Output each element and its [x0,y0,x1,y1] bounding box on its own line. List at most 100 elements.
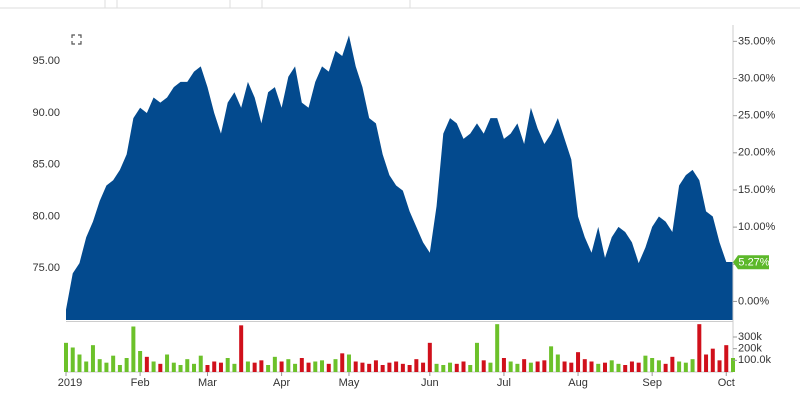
volume-bar [602,362,607,372]
x-tick-label: Apr [273,377,290,389]
volume-bar [596,363,601,372]
volume-bar [373,360,378,372]
volume-bar [650,358,655,372]
volume-bar [293,363,298,372]
y2-tick-label: 0.00% [738,295,769,307]
volume-bar [138,351,143,372]
y2-tick-label: 10.00% [738,221,776,233]
volume-bar [448,362,453,372]
volume-bar [394,361,399,372]
volume-bar [495,324,500,372]
volume-bar [306,362,311,372]
expand-icon[interactable] [71,34,82,45]
volume-bar [333,359,338,372]
y-tick-label: 90.00 [32,107,60,119]
volume-bar [205,365,210,372]
volume-bar [151,361,156,372]
volume-bar [582,359,587,372]
x-tick-label: Feb [131,377,150,389]
volume-bar [239,325,244,372]
volume-bar [441,365,446,372]
volume-bar [656,360,661,372]
volume-bar [124,358,129,372]
volume-bar [616,363,621,372]
volume-bar [522,359,527,372]
volume-bar [400,363,405,372]
volume-bar [313,361,318,372]
x-tick-label: May [339,377,360,389]
volume-bar [508,361,513,372]
volume-bar [670,356,675,372]
volume-bar [609,360,614,372]
y2-tick-label: 20.00% [738,147,776,159]
volume-bar [158,363,163,372]
volume-bar [245,361,250,372]
x-tick-label: Jun [421,377,439,389]
x-tick-label: Jul [497,377,511,389]
volume-bar [185,359,190,372]
volume-bar [468,365,473,372]
volume-bar [171,362,176,372]
y2-tick-label: 30.00% [738,72,776,84]
volume-bar [198,355,203,372]
last-change-label: 5.27% [738,257,769,269]
volume-tick-label: 300k [738,331,762,343]
volume-bar [542,360,547,372]
volume-bar [710,348,715,372]
volume-bar [286,359,291,372]
price-area [66,35,733,320]
volume-bar [259,360,264,372]
volume-bar [535,361,540,372]
tab[interactable] [0,0,106,9]
volume-bar [515,363,520,372]
y-tick-label: 80.00 [32,210,60,222]
volume-bar [252,362,257,372]
volume-bar [218,362,223,372]
x-tick-label: Mar [198,377,217,389]
top-tabs [0,0,800,9]
volume-bar [407,365,412,372]
volume-bar [677,361,682,372]
volume-bar [501,358,506,372]
volume-bar [320,360,325,372]
volume-bar [549,346,554,372]
volume-bar [353,361,358,372]
volume-bar [97,359,102,372]
volume-bar [165,354,170,372]
volume-bar [704,354,709,372]
volume-bar [346,354,351,372]
plot: 75.0080.0085.0090.0095.000.00%5.00%10.00… [32,25,776,389]
volume-bar [427,342,432,372]
volume-bar [555,354,560,372]
volume-bar [643,355,648,372]
volume-bar [623,365,628,372]
volume-bar [326,363,331,372]
volume-bar [90,345,95,372]
volume-bar [636,362,641,372]
volume-bar [576,352,581,372]
volume-bar [569,362,574,372]
tab[interactable] [261,0,411,9]
volume-bar [731,358,735,372]
y-tick-label: 75.00 [32,262,60,274]
volume-bar [340,353,345,372]
volume-bar [488,362,493,372]
volume-tick-label: 200k [738,343,762,355]
tab[interactable] [116,0,231,9]
y-tick-label: 85.00 [32,159,60,171]
volume-bar [212,361,217,372]
y2-tick-label: 25.00% [738,110,776,122]
volume-bar [77,354,82,372]
volume-bar [421,362,426,372]
volume-bar [225,358,230,372]
volume-bar [380,365,385,372]
x-tick-label: Oct [718,377,735,389]
volume-bar [70,347,75,372]
volume-bar [663,363,668,372]
volume-bar [717,360,722,372]
y2-tick-label: 35.00% [738,35,776,47]
volume-bar [232,363,237,372]
volume-bar [387,362,392,372]
x-tick-label: 2019 [58,377,82,389]
volume-bar [589,361,594,372]
